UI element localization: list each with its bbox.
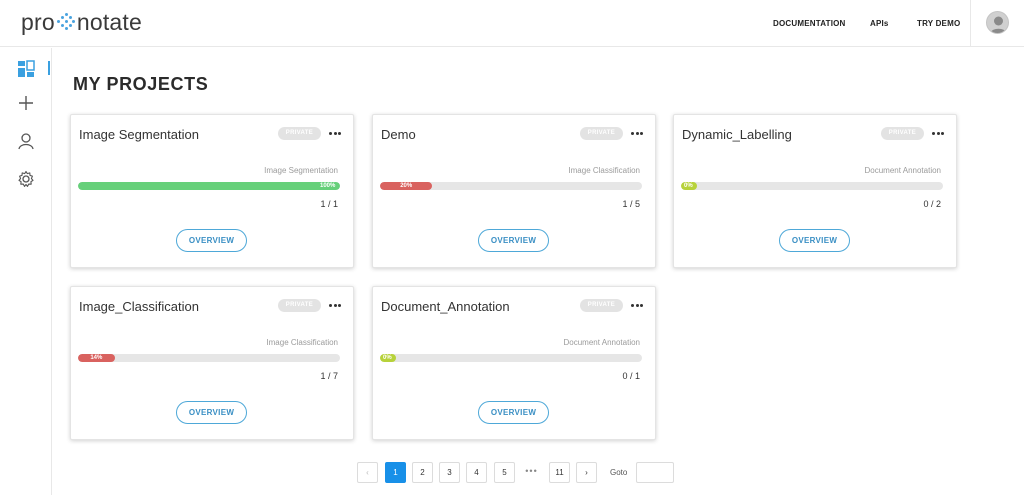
- logo-text-right: notate: [76, 8, 142, 35]
- logo[interactable]: pro notate: [21, 8, 142, 36]
- page-title: MY PROJECTS: [73, 74, 209, 94]
- nav-apis[interactable]: APIs: [870, 0, 889, 47]
- user-avatar-icon[interactable]: [986, 11, 1009, 34]
- visibility-badge: PRIVATE: [277, 299, 321, 312]
- logo-mark-icon: [56, 13, 75, 31]
- task-count: 1 / 7: [320, 371, 338, 381]
- project-card: Image_Classification PRIVATE Image Class…: [70, 286, 354, 440]
- pagination-page-3[interactable]: 3: [439, 462, 460, 483]
- project-card: Document_Annotation PRIVATE Document Ann…: [372, 286, 656, 440]
- pagination-page-4[interactable]: 4: [466, 462, 487, 483]
- nav-documentation-label[interactable]: DOCUMENTATION: [773, 19, 846, 28]
- progress-percent: 0%: [684, 183, 693, 189]
- user-icon[interactable]: [15, 130, 37, 152]
- visibility-badge: PRIVATE: [277, 127, 321, 140]
- header-divider: [970, 0, 971, 47]
- overview-button[interactable]: OVERVIEW: [478, 401, 549, 424]
- progress-percent: 20%: [400, 183, 413, 189]
- progress-percent: 0%: [383, 355, 392, 361]
- progress-bar: 100%: [78, 182, 340, 190]
- project-name[interactable]: Demo: [381, 127, 416, 142]
- more-options-icon[interactable]: [932, 127, 944, 139]
- gear-icon[interactable]: [15, 168, 37, 190]
- project-card: Dynamic_Labelling PRIVATE Document Annot…: [673, 114, 957, 268]
- progress-fill: [78, 354, 115, 362]
- overview-button[interactable]: OVERVIEW: [478, 229, 549, 252]
- visibility-badge: PRIVATE: [579, 127, 623, 140]
- overview-button[interactable]: OVERVIEW: [176, 229, 247, 252]
- more-options-icon[interactable]: [631, 127, 643, 139]
- overview-button[interactable]: OVERVIEW: [176, 401, 247, 424]
- progress-fill: [380, 354, 396, 362]
- project-card: Demo PRIVATE Image Classification 20% 1 …: [372, 114, 656, 268]
- visibility-badge: PRIVATE: [880, 127, 924, 140]
- more-options-icon[interactable]: [631, 299, 643, 311]
- pagination-prev-button[interactable]: ‹: [357, 462, 378, 483]
- plus-icon[interactable]: [15, 92, 37, 114]
- progress-fill: [681, 182, 697, 190]
- nav-try-demo-label[interactable]: TRY DEMO: [917, 19, 961, 28]
- visibility-badge: PRIVATE: [579, 299, 623, 312]
- progress-fill: [78, 182, 340, 190]
- task-count: 0 / 2: [923, 199, 941, 209]
- progress-percent: 100%: [320, 183, 336, 189]
- nav-apis-label[interactable]: APIs: [870, 19, 889, 28]
- more-options-icon[interactable]: [329, 299, 341, 311]
- project-type: Image Classification: [266, 338, 338, 347]
- task-count: 1 / 5: [622, 199, 640, 209]
- logo-text-left: pro: [21, 8, 55, 35]
- progress-bar: 14%: [78, 354, 340, 362]
- nav-documentation[interactable]: DOCUMENTATION: [773, 0, 846, 47]
- nav-try-demo[interactable]: TRY DEMO: [917, 0, 960, 47]
- project-type: Image Segmentation: [264, 166, 338, 175]
- pagination-page-1[interactable]: 1: [385, 462, 406, 483]
- pagination-page-2[interactable]: 2: [412, 462, 433, 483]
- project-type: Document Annotation: [864, 166, 942, 175]
- task-count: 1 / 1: [320, 199, 338, 209]
- goto-input[interactable]: [636, 462, 674, 483]
- task-count: 0 / 1: [622, 371, 640, 381]
- project-card: Image Segmentation PRIVATE Image Segment…: [70, 114, 354, 268]
- more-options-icon[interactable]: [329, 127, 341, 139]
- pagination-page-last[interactable]: 11: [549, 462, 570, 483]
- pagination-ellipsis[interactable]: •••: [525, 466, 538, 476]
- top-bar: pro notate DOCUMENTATION APIs TRY DEMO: [0, 0, 1024, 47]
- pagination-page-5[interactable]: 5: [494, 462, 515, 483]
- project-name[interactable]: Document_Annotation: [381, 299, 510, 314]
- sidebar: [0, 48, 52, 495]
- progress-bar: 20%: [380, 182, 642, 190]
- pagination-next-button[interactable]: ›: [576, 462, 597, 483]
- dashboard-icon[interactable]: [15, 58, 37, 80]
- sidebar-active-indicator: [48, 61, 50, 75]
- project-name[interactable]: Image_Classification: [79, 299, 199, 314]
- goto-label: Goto: [610, 468, 628, 477]
- project-name[interactable]: Dynamic_Labelling: [682, 127, 792, 142]
- progress-percent: 14%: [90, 355, 103, 361]
- project-type: Document Annotation: [563, 338, 641, 347]
- progress-bar: 0%: [681, 182, 943, 190]
- project-name[interactable]: Image Segmentation: [79, 127, 199, 142]
- overview-button[interactable]: OVERVIEW: [779, 229, 850, 252]
- project-type: Image Classification: [568, 166, 640, 175]
- progress-fill: [380, 182, 433, 190]
- progress-bar: 0%: [380, 354, 642, 362]
